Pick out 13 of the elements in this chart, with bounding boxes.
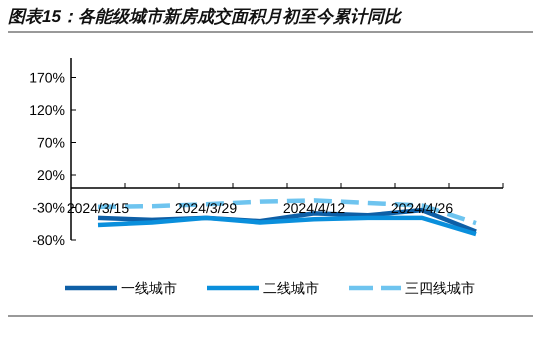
line-series [96, 216, 478, 236]
y-tick-label: -80% [32, 232, 65, 248]
y-tick-label: 170% [29, 69, 65, 86]
y-tick-label: -30% [32, 199, 65, 216]
chart-title: 图表15：各能级城市新房成交面积月初至今累计同比 [8, 7, 403, 26]
x-tick-label: 2024/4/12 [282, 200, 346, 216]
x-tick-label: 2024/3/29 [174, 200, 238, 216]
y-tick-label: 120% [29, 102, 65, 118]
legend-label: 一线城市 [121, 280, 177, 296]
y-tick-label: 20% [36, 166, 65, 183]
y-tick-label: 70% [36, 134, 65, 150]
legend-label: 三四线城市 [405, 280, 475, 296]
legend-label: 二线城市 [263, 280, 319, 296]
